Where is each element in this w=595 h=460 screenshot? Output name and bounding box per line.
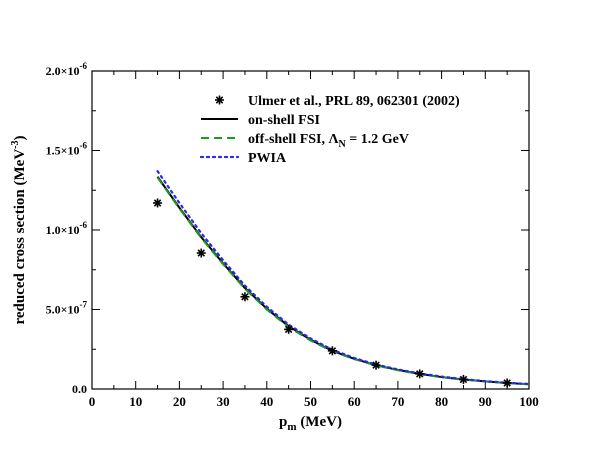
legend-offshell-lambda: Λ (329, 132, 339, 147)
data-point (502, 378, 512, 388)
y-axis-title-rest: ) (12, 135, 28, 140)
x-tick-label: 90 (479, 394, 492, 409)
legend-item-data: Ulmer et al., PRL 89, 062301 (2002) (215, 94, 460, 109)
data-point (240, 292, 250, 302)
y-tick-exponent: -6 (80, 61, 88, 71)
data-point (327, 346, 337, 356)
legend-offshell-sub: N (339, 139, 347, 150)
series-line-2 (156, 176, 530, 386)
y-tick-exponent: -6 (80, 220, 88, 230)
data-point (371, 360, 381, 370)
y-tick-labels: 0.05.0×10-71.0×10-61.5×10-62.0×10-6 (46, 61, 88, 396)
y-axis-title-sup: -3 (10, 140, 21, 148)
legend-item-offshell: off-shell FSI, ΛN = 1.2 GeV (201, 132, 409, 150)
data-point (415, 369, 425, 379)
x-tick-label: 30 (217, 394, 230, 409)
y-tick-label: 2.0×10-6 (46, 61, 88, 78)
legend-label-offshell: off-shell FSI, ΛN = 1.2 GeV (248, 132, 409, 150)
x-tick-label: 20 (173, 394, 186, 409)
y-tick-mantissa: 2.0×10 (46, 64, 80, 78)
legend-item-onshell: on-shell FSI (201, 113, 320, 128)
x-axis-title-sub: m (287, 421, 296, 433)
data-point (284, 324, 294, 334)
y-tick-mantissa: 1.5×10 (46, 144, 80, 158)
x-axis-title: pm (MeV) (279, 414, 342, 433)
y-tick-label: 0.0 (72, 382, 87, 396)
y-axis-title: reduced cross section (MeV-3) (10, 135, 28, 324)
series-layer (153, 170, 531, 388)
x-tick-label: 50 (304, 394, 317, 409)
data-point (196, 248, 206, 258)
y-tick-exponent: -6 (80, 141, 88, 151)
y-tick-mantissa: 5.0×10 (46, 303, 80, 317)
legend-offshell-part2: = 1.2 GeV (346, 132, 409, 147)
svg-text:reduced cross section (MeV-3): reduced cross section (MeV-3) (10, 135, 28, 324)
x-tick-label: 40 (260, 394, 273, 409)
svg-text:pm (MeV): pm (MeV) (279, 414, 342, 433)
x-tick-label: 80 (435, 394, 448, 409)
y-tick-label: 5.0×10-7 (46, 300, 88, 317)
y-tick-label: 1.5×10-6 (46, 141, 88, 158)
x-tick-labels: 0 10 20 30 40 50 60 70 80 90 100 (89, 394, 539, 409)
y-tick-exponent: -7 (80, 300, 88, 310)
legend-asterisk-marker (215, 95, 224, 105)
x-tick-label: 60 (348, 394, 361, 409)
x-axis-title-rest: (MeV) (297, 414, 342, 430)
x-axis-title-main: p (279, 414, 287, 430)
y-tick-label: 1.0×10-6 (46, 220, 88, 237)
x-tick-label: 100 (519, 394, 539, 409)
y-tick-mantissa: 1.0×10 (46, 223, 80, 237)
x-tick-label: 10 (129, 394, 142, 409)
legend-label-pwia: PWIA (248, 151, 287, 166)
series-line-3 (156, 170, 531, 386)
data-point (153, 198, 163, 208)
legend-offshell-part1: off-shell FSI, (248, 132, 329, 147)
legend-asterisk (215, 95, 224, 105)
y-tick-mantissa: 0.0 (72, 382, 87, 396)
x-tick-label: 0 (89, 394, 96, 409)
legend-label-onshell: on-shell FSI (248, 113, 320, 128)
y-axis-title-main: reduced cross section (MeV (12, 149, 28, 325)
x-tick-label: 70 (391, 394, 404, 409)
legend: Ulmer et al., PRL 89, 062301 (2002) on-s… (199, 94, 460, 166)
axis-ticks (91, 70, 530, 390)
legend-item-pwia: PWIA (199, 151, 287, 166)
legend-label-data: Ulmer et al., PRL 89, 062301 (2002) (248, 94, 460, 109)
data-point (458, 374, 468, 384)
